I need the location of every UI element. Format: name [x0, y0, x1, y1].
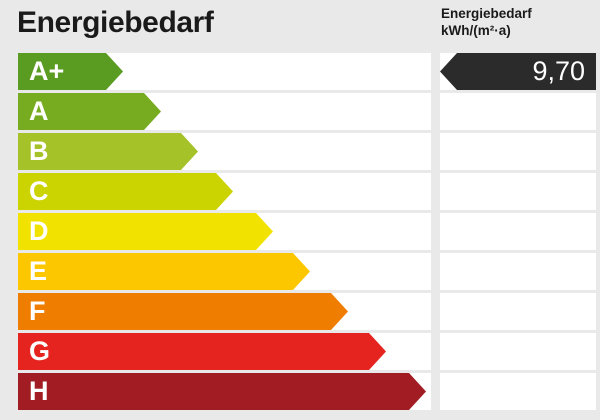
- energy-class-row: H: [0, 372, 600, 412]
- class-grade-letter: A+: [29, 56, 65, 86]
- energy-class-row: A+ 9,70: [0, 52, 600, 92]
- class-bar-body: [18, 173, 216, 210]
- class-bar-e: E: [18, 253, 310, 290]
- class-bar-b: B: [18, 133, 198, 170]
- class-bar-body: [18, 93, 144, 130]
- class-bar-body: [18, 373, 409, 410]
- value-text: 9,70: [532, 56, 585, 86]
- value-cell: [440, 293, 596, 330]
- value-cell: [440, 253, 596, 290]
- class-bar-body: [18, 333, 369, 370]
- energy-class-row: G: [0, 332, 600, 372]
- value-cell: [440, 93, 596, 130]
- class-bar-aplus: A+: [18, 53, 123, 90]
- unit-header-line2: kWh/(m²·a): [441, 22, 511, 38]
- class-grade-letter: H: [29, 376, 49, 406]
- energy-class-rows: A+ 9,70 A B C D E F G H: [0, 52, 600, 420]
- energy-class-row: A: [0, 92, 600, 132]
- class-grade-letter: D: [29, 216, 49, 246]
- unit-header: Energiebedarf kWh/(m²·a): [441, 6, 596, 39]
- class-grade-letter: B: [29, 136, 49, 166]
- class-bar-body: [18, 293, 331, 330]
- value-cell: [440, 133, 596, 170]
- value-arrow: 9,70: [440, 53, 596, 90]
- class-grade-letter: G: [29, 336, 51, 366]
- class-bar-g: G: [18, 333, 386, 370]
- class-bar-f: F: [18, 293, 348, 330]
- unit-header-line1: Energiebedarf: [441, 6, 532, 21]
- class-bar-h: H: [18, 373, 426, 410]
- class-bar-a: A: [18, 93, 161, 130]
- value-cell: [440, 333, 596, 370]
- page-title: Energiebedarf: [17, 6, 214, 39]
- value-cell: [440, 373, 596, 410]
- class-bar-body: [18, 133, 181, 170]
- class-bar-body: [18, 253, 293, 290]
- energy-class-row: B: [0, 132, 600, 172]
- class-bar-c: C: [18, 173, 233, 210]
- class-bar-body: [18, 53, 106, 90]
- energy-class-row: E: [0, 252, 600, 292]
- energy-class-row: F: [0, 292, 600, 332]
- value-cell: [440, 173, 596, 210]
- class-grade-letter: E: [29, 256, 48, 286]
- class-bar-body: [18, 213, 256, 250]
- class-grade-letter: C: [29, 176, 49, 206]
- class-grade-letter: F: [29, 296, 46, 326]
- energy-class-row: C: [0, 172, 600, 212]
- class-bar-d: D: [18, 213, 273, 250]
- label-header: Energiebedarf Energiebedarf kWh/(m²·a): [0, 0, 600, 52]
- class-grade-letter: A: [29, 96, 49, 126]
- value-cell: [440, 213, 596, 250]
- energy-class-row: D: [0, 212, 600, 252]
